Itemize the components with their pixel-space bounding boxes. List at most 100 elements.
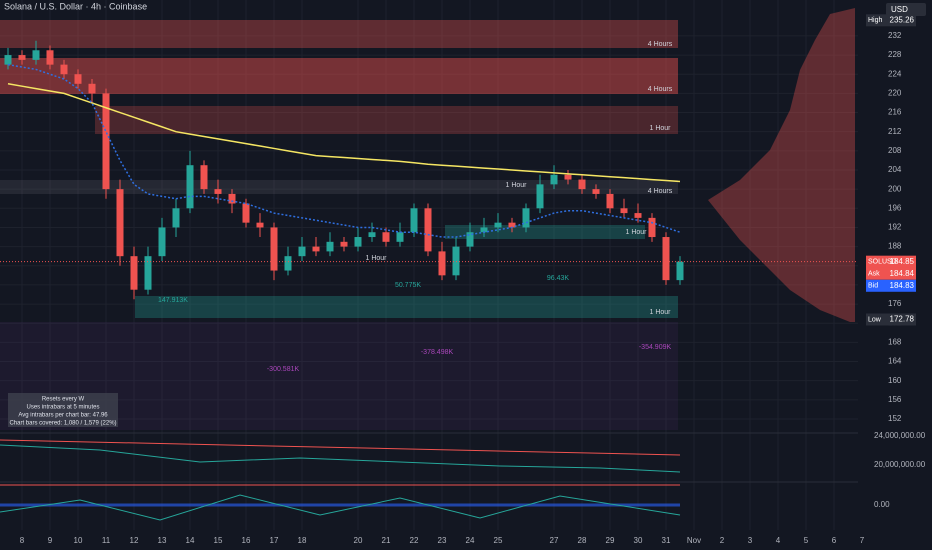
x-tick-label: 16 [242, 536, 251, 545]
candle-body [312, 246, 320, 252]
x-tick-label: Nov [687, 536, 701, 545]
candle-body [228, 193, 236, 204]
x-tick-label: 21 [382, 536, 391, 545]
x-tick-label: 14 [186, 536, 195, 545]
x-tick-label: 4 [776, 536, 781, 545]
y-tick-label: 224 [888, 69, 902, 78]
annotation: 1 Hour [625, 229, 647, 236]
annotation: 147.913K [158, 297, 188, 304]
y-tick-label: 232 [888, 31, 902, 40]
zone [0, 180, 678, 194]
x-tick-label: 7 [860, 536, 865, 545]
x-tick-label: 20 [354, 536, 363, 545]
candle-body [60, 64, 68, 75]
candle-body [508, 222, 516, 228]
candle-body [284, 256, 292, 271]
info-line: Resets every W [42, 397, 85, 403]
y-tick-label: 216 [888, 108, 902, 117]
candle-body [74, 74, 82, 84]
indicator-line [0, 439, 681, 456]
candle-body [158, 227, 166, 257]
candle-body [18, 55, 26, 60]
currency: USD [891, 5, 908, 14]
candle-body [676, 261, 684, 281]
price-tag [866, 14, 916, 27]
y-tick-label: 164 [888, 357, 902, 366]
candle-body [382, 232, 390, 242]
x-tick-label: 27 [550, 536, 559, 545]
candle-body [620, 208, 628, 214]
x-tick-label: 29 [606, 536, 615, 545]
price-tag [866, 313, 916, 326]
price-tag-value: 184.85 [890, 257, 915, 266]
price-tag-value: 184.84 [890, 269, 915, 278]
y-tick-label: 160 [888, 376, 902, 385]
candle-body [494, 222, 502, 228]
x-tick-label: 12 [130, 536, 139, 545]
indicator-line [0, 444, 681, 473]
y-tick-label: 192 [888, 223, 902, 232]
info-line: Avg intrabars per chart bar: 47.96 [18, 413, 108, 419]
annotation: 96.43K [547, 275, 570, 282]
price-tag-value: 172.78 [890, 315, 915, 324]
candle-body [354, 237, 362, 247]
candle-body [536, 184, 544, 209]
indicator-axis-label: 24,000,000.00 [874, 431, 926, 440]
price-tag-value: 235.26 [890, 15, 915, 24]
x-tick-label: 22 [410, 536, 419, 545]
annotation: -354.909K [639, 344, 672, 351]
annotation: 1 Hour [505, 182, 527, 189]
candle-body [4, 55, 12, 65]
candle-body [116, 189, 124, 257]
x-tick-label: 28 [578, 536, 587, 545]
candle-body [340, 241, 348, 247]
price-tag-label: Bid [868, 283, 878, 290]
y-tick-label: 152 [888, 414, 902, 423]
candle-body [522, 208, 530, 228]
y-tick-label: 212 [888, 127, 902, 136]
chart-title: Solana / U.S. Dollar · 4h · Coinbase [4, 1, 147, 11]
x-tick-label: 6 [832, 536, 837, 545]
candle-body [88, 83, 96, 94]
candle-body [298, 246, 306, 257]
candle-body [32, 50, 40, 60]
x-tick-label: 8 [20, 536, 25, 545]
candle-body [256, 222, 264, 228]
candle-body [592, 189, 600, 194]
candle-body [410, 208, 418, 233]
x-tick-label: 24 [466, 536, 475, 545]
candle-body [172, 208, 180, 228]
x-tick-label: 15 [214, 536, 223, 545]
indicator-axis-label: 0.00 [874, 500, 890, 509]
x-tick-label: 25 [494, 536, 503, 545]
candle-body [396, 232, 404, 242]
y-tick-label: 168 [888, 337, 902, 346]
price-tag [866, 279, 916, 292]
info-line: Uses intrabars at 5 minutes [26, 405, 99, 411]
currency-box [886, 3, 926, 16]
x-tick-label: 17 [270, 536, 279, 545]
candle-body [144, 256, 152, 290]
candle-body [550, 174, 558, 185]
annotation: -300.581K [267, 366, 300, 373]
candle-body [648, 217, 656, 238]
candle-body [578, 179, 586, 190]
candle-body [130, 256, 138, 290]
candle-body [326, 241, 334, 252]
x-tick-label: 30 [634, 536, 643, 545]
x-tick-label: 5 [804, 536, 809, 545]
candle-body [480, 227, 488, 233]
info-box [8, 393, 118, 427]
candle-body [102, 93, 110, 190]
zone [445, 225, 645, 239]
zone [135, 296, 678, 318]
y-tick-label: 208 [888, 146, 902, 155]
x-tick-label: 2 [720, 536, 725, 545]
candle-body [452, 246, 460, 276]
y-tick-label: 156 [888, 395, 902, 404]
price-tag-label: High [868, 17, 883, 24]
price-tag-label: Low [868, 316, 882, 323]
candle-body [46, 50, 54, 65]
